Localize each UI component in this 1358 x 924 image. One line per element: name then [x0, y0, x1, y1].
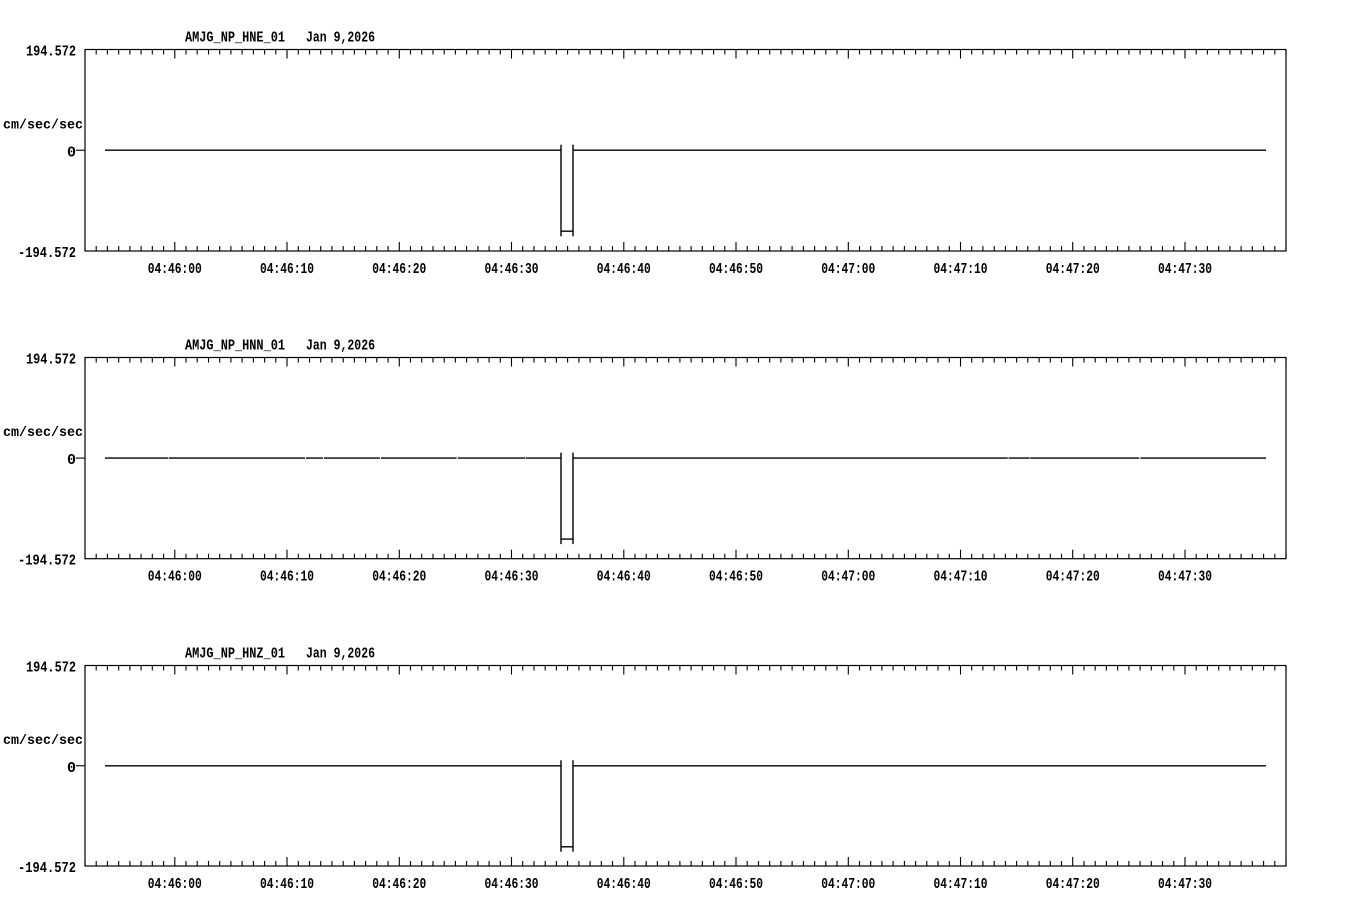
- svg-text:04:46:40: 04:46:40: [597, 569, 651, 586]
- svg-text:-194.572: -194.572: [18, 245, 76, 262]
- svg-text:04:46:50: 04:46:50: [709, 569, 763, 586]
- svg-text:04:46:10: 04:46:10: [260, 876, 314, 893]
- svg-text:Jan 9,2026: Jan 9,2026: [306, 338, 375, 355]
- svg-text:04:47:20: 04:47:20: [1046, 569, 1100, 586]
- svg-text:Jan 9,2026: Jan 9,2026: [306, 646, 375, 663]
- svg-text:04:47:20: 04:47:20: [1046, 261, 1100, 278]
- svg-text:04:46:20: 04:46:20: [372, 261, 426, 278]
- svg-text:04:47:10: 04:47:10: [934, 261, 988, 278]
- svg-text:04:46:20: 04:46:20: [372, 569, 426, 586]
- svg-text:04:46:00: 04:46:00: [148, 876, 202, 893]
- svg-text:04:47:20: 04:47:20: [1046, 876, 1100, 893]
- svg-text:04:46:10: 04:46:10: [260, 261, 314, 278]
- svg-text:04:47:00: 04:47:00: [821, 261, 875, 278]
- svg-text:04:47:10: 04:47:10: [934, 876, 988, 893]
- svg-text:0: 0: [67, 760, 76, 777]
- svg-text:194.572: 194.572: [26, 44, 76, 61]
- svg-text:cm/sec/sec: cm/sec/sec: [3, 118, 83, 133]
- svg-text:Jan 9,2026: Jan 9,2026: [306, 30, 375, 47]
- svg-text:04:47:00: 04:47:00: [821, 876, 875, 893]
- svg-text:04:47:00: 04:47:00: [821, 569, 875, 586]
- svg-text:-194.572: -194.572: [18, 553, 76, 570]
- svg-text:04:46:50: 04:46:50: [709, 876, 763, 893]
- svg-text:04:46:40: 04:46:40: [597, 261, 651, 278]
- svg-text:AMJG_NP_HNN_01: AMJG_NP_HNN_01: [185, 338, 285, 355]
- svg-text:194.572: 194.572: [26, 352, 76, 369]
- svg-text:04:46:50: 04:46:50: [709, 261, 763, 278]
- svg-text:04:46:20: 04:46:20: [372, 876, 426, 893]
- svg-text:04:47:30: 04:47:30: [1158, 569, 1212, 586]
- svg-text:cm/sec/sec: cm/sec/sec: [3, 734, 83, 749]
- svg-text:04:46:40: 04:46:40: [597, 876, 651, 893]
- svg-text:04:46:00: 04:46:00: [148, 569, 202, 586]
- svg-text:04:47:10: 04:47:10: [934, 569, 988, 586]
- svg-text:04:46:00: 04:46:00: [148, 261, 202, 278]
- svg-text:-194.572: -194.572: [18, 860, 76, 877]
- svg-text:04:46:30: 04:46:30: [485, 261, 539, 278]
- svg-text:04:46:30: 04:46:30: [485, 569, 539, 586]
- svg-text:AMJG_NP_HNZ_01: AMJG_NP_HNZ_01: [185, 646, 285, 663]
- svg-text:cm/sec/sec: cm/sec/sec: [3, 426, 83, 441]
- svg-text:0: 0: [67, 452, 76, 469]
- svg-text:0: 0: [67, 144, 76, 161]
- svg-text:AMJG_NP_HNE_01: AMJG_NP_HNE_01: [185, 30, 285, 47]
- svg-text:04:46:30: 04:46:30: [485, 876, 539, 893]
- svg-text:194.572: 194.572: [26, 660, 76, 677]
- svg-text:04:47:30: 04:47:30: [1158, 261, 1212, 278]
- svg-text:04:46:10: 04:46:10: [260, 569, 314, 586]
- svg-text:04:47:30: 04:47:30: [1158, 876, 1212, 893]
